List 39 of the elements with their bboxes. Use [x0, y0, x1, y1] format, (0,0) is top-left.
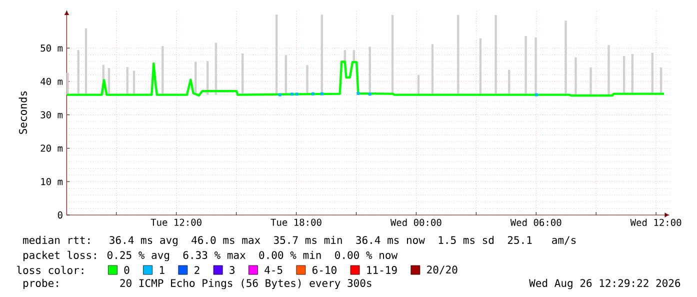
bar	[275, 14, 278, 95]
bar	[66, 72, 69, 95]
y-tick-label: 0	[58, 211, 62, 219]
y-axis-title: Seconds	[18, 91, 27, 134]
y-tick-label: 10 m	[41, 178, 63, 186]
bar	[590, 67, 592, 95]
legend-label: 1	[160, 266, 164, 274]
text: probe: 20 ICMP Echo Pings (56 Bytes) every 300s	[23, 278, 372, 290]
legend-label: 6-10	[312, 266, 336, 274]
text: packet loss: 0.25 % avg 6.33 % max 0.00 % min 0.00 % now	[23, 250, 398, 262]
y-tick-label: 50 m	[40, 44, 63, 52]
legend-label: 4-5	[264, 266, 282, 274]
legend-label: 2	[194, 266, 200, 274]
x-tick-label: Wed 06:00	[510, 218, 562, 226]
legend-label: 3	[230, 266, 234, 274]
bar	[564, 20, 567, 95]
bar	[574, 57, 577, 95]
bar	[524, 36, 527, 95]
legend-title: loss color:	[17, 266, 84, 274]
text: median rtt: 36.4 ms avg 46.0 ms max 35.7 ms min 36.4 ms now 1.5 ms sd 25.1 am/s	[23, 236, 576, 246]
bar	[494, 15, 497, 95]
text: Wed Aug 26 12:29:22 2026	[529, 278, 680, 290]
y-tick-label: 30 m	[40, 111, 63, 118]
y-tick-label: 20 m	[40, 144, 63, 152]
bar	[162, 46, 164, 95]
bar	[457, 15, 460, 95]
legend-label: 11-19	[367, 266, 397, 274]
bar	[534, 37, 537, 95]
y-tick-label: 40 m	[40, 78, 63, 86]
x-tick-label: Tue 12:00	[150, 218, 202, 226]
x-tick-label: Wed 00:00	[390, 218, 442, 226]
bar	[608, 45, 610, 95]
bar	[306, 65, 308, 95]
x-tick-label: Wed 12:00	[630, 218, 682, 226]
line-series	[66, 60, 666, 97]
bar	[126, 67, 128, 95]
legend-label: 0	[124, 266, 130, 274]
x-tick-label: Tue 18:00	[270, 218, 322, 226]
legend-label: 20/20	[427, 266, 458, 274]
